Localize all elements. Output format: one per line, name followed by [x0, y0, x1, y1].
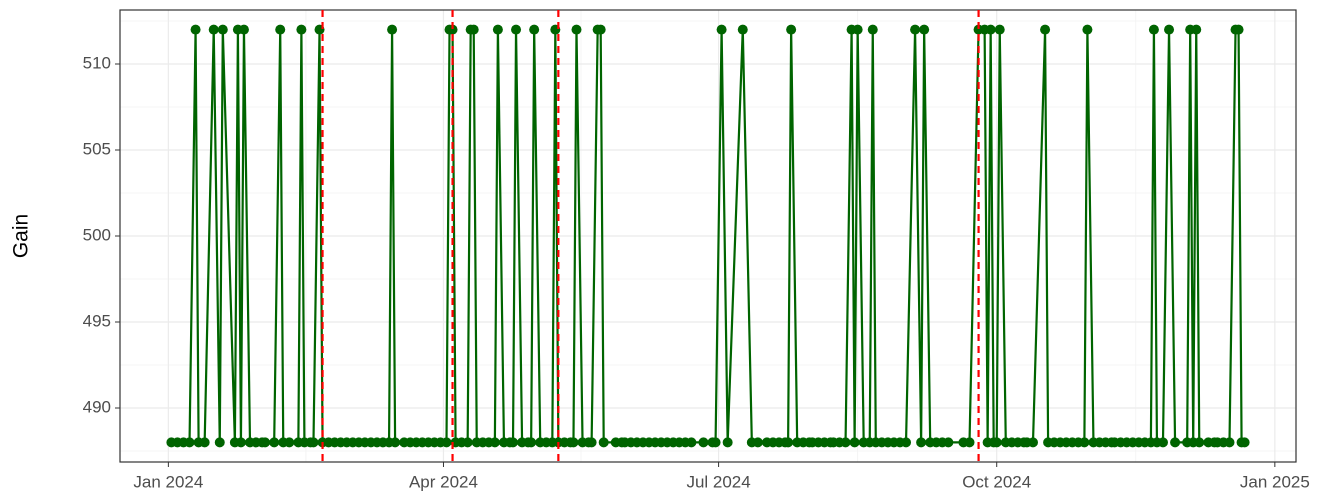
data-point	[1224, 437, 1235, 448]
data-point	[716, 24, 727, 35]
data-point	[1157, 437, 1168, 448]
data-point	[916, 437, 927, 448]
x-tick-label: Oct 2024	[962, 472, 1031, 491]
data-point	[1194, 437, 1205, 448]
data-point	[568, 437, 579, 448]
y-axis-label: Gain	[10, 214, 33, 258]
data-point	[994, 24, 1005, 35]
data-point	[571, 24, 582, 35]
data-point	[852, 24, 863, 35]
y-tick-label: 510	[83, 53, 111, 72]
y-tick-label: 490	[83, 397, 111, 416]
data-point	[208, 24, 219, 35]
data-point	[468, 24, 479, 35]
y-tick-label: 500	[83, 225, 111, 244]
data-point	[991, 437, 1002, 448]
data-point	[1148, 24, 1159, 35]
data-point	[910, 24, 921, 35]
data-point	[508, 437, 519, 448]
data-point	[184, 437, 195, 448]
data-point	[752, 437, 763, 448]
data-point	[269, 437, 280, 448]
data-point	[1040, 24, 1051, 35]
x-tick-label: Apr 2024	[409, 472, 478, 491]
data-point	[783, 437, 794, 448]
data-point	[985, 24, 996, 35]
data-point	[710, 437, 721, 448]
data-point	[964, 437, 975, 448]
data-point	[1191, 24, 1202, 35]
data-point	[586, 437, 597, 448]
data-point	[387, 24, 398, 35]
data-point	[698, 437, 709, 448]
data-point	[786, 24, 797, 35]
data-point	[217, 24, 228, 35]
data-point	[492, 24, 503, 35]
data-point	[260, 437, 271, 448]
y-tick-label: 495	[83, 311, 111, 330]
data-point	[737, 24, 748, 35]
data-point	[296, 24, 307, 35]
data-point	[1233, 24, 1244, 35]
data-point	[840, 437, 851, 448]
data-point	[595, 24, 606, 35]
marks	[166, 24, 1250, 448]
x-tick-label: Jul 2024	[686, 472, 750, 491]
data-point	[901, 437, 912, 448]
data-point	[190, 24, 201, 35]
data-point	[441, 437, 452, 448]
data-point	[598, 437, 609, 448]
data-point	[275, 24, 286, 35]
data-point	[686, 437, 697, 448]
data-point	[722, 437, 733, 448]
data-point	[867, 24, 878, 35]
data-point	[1170, 437, 1181, 448]
data-point	[284, 437, 295, 448]
data-point	[447, 24, 458, 35]
data-point	[238, 24, 249, 35]
x-tick-label: Jan 2024	[133, 472, 203, 491]
data-point	[1239, 437, 1250, 448]
data-point	[199, 437, 210, 448]
y-tick-label: 505	[83, 139, 111, 158]
data-point	[529, 24, 540, 35]
x-tick-label: Jan 2025	[1240, 472, 1310, 491]
data-point	[214, 437, 225, 448]
data-point	[489, 437, 500, 448]
data-point	[849, 437, 860, 448]
data-point	[462, 437, 473, 448]
data-point	[1079, 437, 1090, 448]
data-point	[526, 437, 537, 448]
data-point	[308, 437, 319, 448]
data-point	[943, 437, 954, 448]
data-point	[511, 24, 522, 35]
data-point	[1164, 24, 1175, 35]
data-point	[1082, 24, 1093, 35]
data-point	[390, 437, 401, 448]
data-point	[1027, 437, 1038, 448]
data-point	[919, 24, 930, 35]
data-point	[235, 437, 246, 448]
